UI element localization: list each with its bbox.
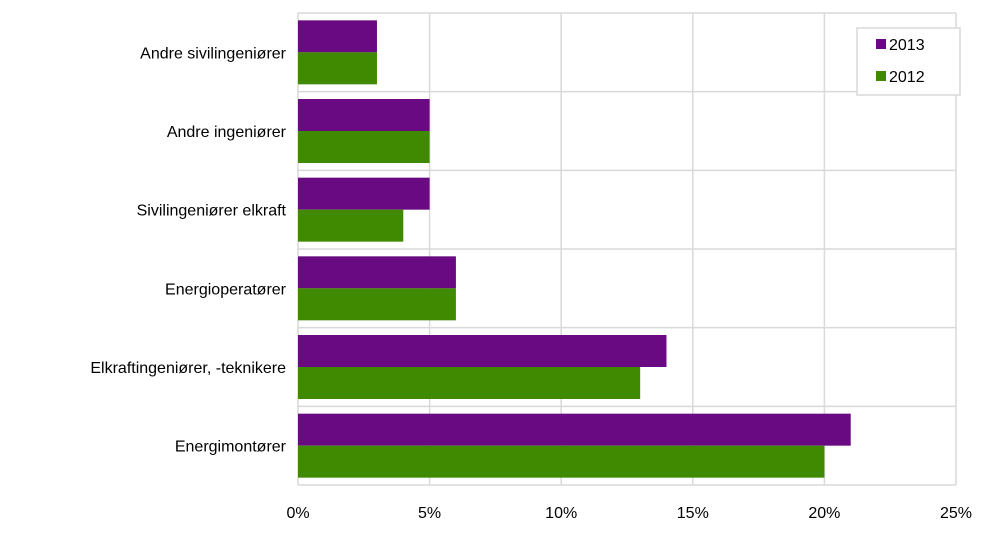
category-label-0: Andre sivilingeniører — [140, 45, 287, 62]
bar-2012-3 — [298, 288, 456, 321]
bar-2012-2 — [298, 209, 404, 242]
legend-swatch-2012 — [876, 71, 886, 81]
category-label-5: Energimontører — [175, 439, 287, 456]
bar-2012-0 — [298, 52, 377, 85]
bar-2013-4 — [298, 335, 667, 367]
bars — [298, 20, 851, 478]
x-tick-label-0: 0% — [286, 505, 309, 522]
bar-2013-1 — [298, 99, 430, 131]
bar-2013-5 — [298, 413, 851, 446]
bar-2013-0 — [298, 20, 377, 53]
category-label-4: Elkraftingeniører, -teknikere — [90, 360, 286, 377]
legend-box — [856, 27, 961, 96]
x-tick-label-3: 15% — [677, 505, 709, 522]
category-label-1: Andre ingeniører — [167, 124, 287, 141]
x-tick-label-2: 10% — [545, 505, 577, 522]
category-label-3: Energioperatører — [165, 281, 287, 298]
legend-label-2012: 2012 — [889, 69, 925, 86]
x-tick-label-1: 5% — [418, 505, 441, 522]
bar-2012-1 — [298, 131, 430, 163]
bar-2013-3 — [298, 256, 456, 289]
bar-2013-2 — [298, 177, 430, 210]
bar-2012-5 — [298, 445, 825, 478]
legend-label-2013: 2013 — [889, 37, 925, 54]
x-tick-label-5: 25% — [940, 505, 972, 522]
x-tick-labels: 0% 5% 10% 15% 20% 25% — [286, 505, 972, 522]
category-label-2: Sivilingeniører elkraft — [137, 203, 287, 220]
bar-2012-4 — [298, 367, 641, 399]
x-tick-label-4: 20% — [808, 505, 840, 522]
legend-swatch-2013 — [876, 39, 886, 49]
legend: 2013 2012 — [856, 27, 961, 96]
category-labels: Andre sivilingeniører Andre ingeniører Siv… — [90, 45, 286, 455]
